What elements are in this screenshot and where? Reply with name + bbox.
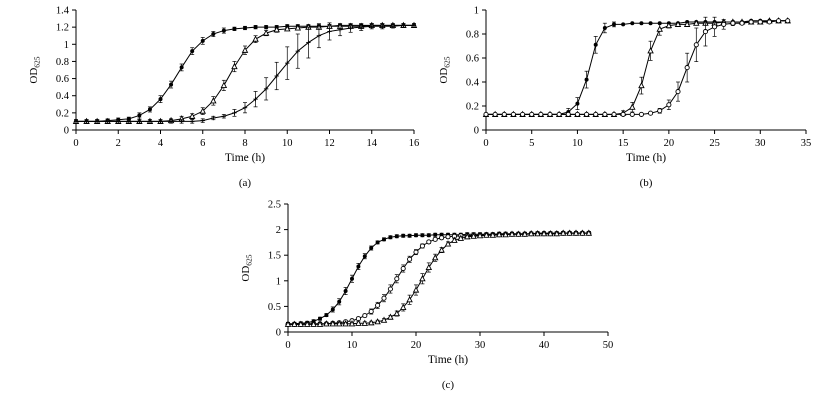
svg-text:2: 2 — [116, 138, 121, 149]
panel-c: 0 10 20 30 40 50 0 0.5 1 1.5 2 2.5 Time (h) OD625 (c) — [238, 196, 618, 392]
svg-text:OD625: OD625 — [240, 254, 254, 281]
svg-text:35: 35 — [801, 138, 812, 149]
panel-a: 0 2 4 6 8 10 12 14 16 0 0.2 0.4 0.6 0.8 1 1.2 1.4 Time (h… — [26, 2, 424, 190]
svg-text:0.8: 0.8 — [466, 30, 479, 41]
svg-text:0: 0 — [276, 328, 281, 339]
svg-text:40: 40 — [539, 340, 550, 351]
svg-text:Time (h): Time (h) — [225, 152, 265, 164]
svg-text:Time (h): Time (h) — [428, 354, 468, 366]
svg-text:6: 6 — [200, 138, 205, 149]
svg-text:20: 20 — [664, 138, 675, 149]
svg-text:2.5: 2.5 — [268, 200, 281, 211]
panel-b: 0 5 10 15 20 25 30 35 0 0.2 0.4 0.6 0.8 1 Time (h) OD62… — [436, 2, 816, 190]
svg-text:0.5: 0.5 — [268, 302, 281, 313]
svg-text:0: 0 — [285, 340, 290, 351]
svg-text:1.5: 1.5 — [268, 251, 281, 262]
svg-text:10: 10 — [572, 138, 583, 149]
chart-a-svg: 0 2 4 6 8 10 12 14 16 0 0.2 0.4 0.6 0.8 1 1.2 1.4 Time (h… — [28, 6, 420, 165]
svg-text:0.4: 0.4 — [56, 91, 70, 102]
svg-text:0: 0 — [474, 126, 479, 137]
svg-text:0.8: 0.8 — [56, 57, 69, 68]
chart-b-svg: 0 5 10 15 20 25 30 35 0 0.2 0.4 0.6 0.8 1 Time (h) OD62… — [438, 6, 812, 165]
chart-c-svg: 0 10 20 30 40 50 0 0.5 1 1.5 2 2.5 Time (h) OD625 — [240, 200, 614, 367]
svg-text:0: 0 — [73, 138, 78, 149]
svg-text:OD625: OD625 — [438, 56, 452, 83]
svg-text:14: 14 — [367, 138, 378, 149]
svg-text:20: 20 — [411, 340, 422, 351]
chart-a-plot-area: 0 2 4 6 8 10 12 14 16 0 0.2 0.4 0.6 0.8 1 1.2 1.4 Time (h… — [26, 2, 424, 169]
svg-text:2: 2 — [276, 225, 281, 236]
svg-text:OD625: OD625 — [28, 56, 42, 83]
chart-b-plot-area: 0 5 10 15 20 25 30 35 0 0.2 0.4 0.6 0.8 1 Time (h) OD62… — [436, 2, 816, 169]
svg-text:1.2: 1.2 — [56, 23, 69, 34]
panel-b-caption: (b) — [639, 177, 653, 189]
svg-text:30: 30 — [755, 138, 766, 149]
svg-text:0.2: 0.2 — [56, 108, 69, 119]
svg-text:30: 30 — [475, 340, 486, 351]
svg-text:0: 0 — [64, 126, 69, 137]
chart-c-plot-area: 0 10 20 30 40 50 0 0.5 1 1.5 2 2.5 Time (h) OD625 — [238, 196, 618, 371]
svg-text:1: 1 — [474, 6, 479, 17]
svg-text:5: 5 — [529, 138, 534, 149]
svg-text:50: 50 — [603, 340, 614, 351]
svg-text:1: 1 — [64, 40, 69, 51]
svg-text:0.2: 0.2 — [466, 102, 479, 113]
panel-c-caption: (c) — [441, 379, 455, 391]
svg-text:25: 25 — [709, 138, 720, 149]
svg-text:0: 0 — [483, 138, 488, 149]
svg-text:12: 12 — [324, 138, 335, 149]
svg-text:4: 4 — [158, 138, 164, 149]
svg-text:8: 8 — [242, 138, 247, 149]
svg-text:16: 16 — [409, 138, 420, 149]
panel-a-caption: (a) — [238, 177, 252, 189]
svg-text:1: 1 — [276, 276, 281, 287]
svg-text:Time (h): Time (h) — [626, 152, 666, 164]
svg-text:1.4: 1.4 — [56, 6, 70, 17]
svg-text:15: 15 — [618, 138, 629, 149]
svg-text:0.4: 0.4 — [466, 78, 480, 89]
svg-text:10: 10 — [282, 138, 293, 149]
svg-text:0.6: 0.6 — [466, 54, 479, 65]
svg-text:0.6: 0.6 — [56, 74, 69, 85]
svg-text:10: 10 — [347, 340, 358, 351]
